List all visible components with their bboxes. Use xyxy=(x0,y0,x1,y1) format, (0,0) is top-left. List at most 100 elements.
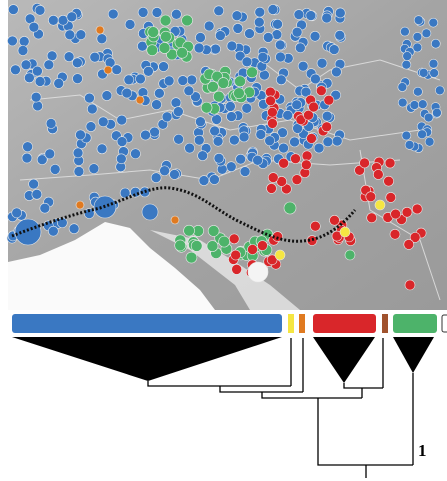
sample-dot xyxy=(276,75,286,85)
clade-bar xyxy=(313,314,376,333)
sample-dot xyxy=(295,43,305,53)
sample-dot xyxy=(265,136,275,146)
sample-dot xyxy=(19,36,29,46)
sample-dot xyxy=(414,16,423,25)
sample-dot xyxy=(322,122,332,132)
sample-dot xyxy=(226,162,236,172)
sample-dot xyxy=(35,5,45,15)
node-label: 1 xyxy=(418,441,427,460)
sample-dot xyxy=(322,111,332,121)
sample-dot xyxy=(229,135,239,145)
sample-dot xyxy=(45,149,55,159)
sample-dot xyxy=(236,154,246,164)
sample-dot xyxy=(32,66,42,76)
sample-dot xyxy=(90,52,100,62)
sample-dot xyxy=(314,143,324,153)
sample-dot xyxy=(402,60,411,69)
sample-dot xyxy=(430,69,439,78)
sample-dot xyxy=(317,58,327,68)
sample-dot xyxy=(76,201,84,209)
sample-dot xyxy=(23,142,33,152)
sample-dot xyxy=(422,29,431,38)
clade-bar xyxy=(442,315,447,332)
sample-dot xyxy=(390,229,400,239)
sample-dot xyxy=(171,216,179,224)
sample-dot xyxy=(410,101,419,110)
sample-dot xyxy=(413,87,422,96)
sample-dot xyxy=(116,154,126,164)
sample-dot xyxy=(219,236,230,247)
sample-dot xyxy=(400,27,409,36)
sample-dot xyxy=(160,15,171,26)
sample-dot xyxy=(233,88,244,99)
sample-dot xyxy=(309,102,319,112)
sample-dot xyxy=(195,117,205,127)
sample-dot xyxy=(429,18,438,27)
sample-dot xyxy=(405,140,414,149)
sample-dot xyxy=(267,118,277,128)
sample-dot xyxy=(169,169,179,179)
sample-dot xyxy=(187,75,197,85)
sample-dot xyxy=(50,164,60,174)
sample-dot xyxy=(159,62,169,72)
sample-dot xyxy=(292,100,302,110)
clade-bar xyxy=(393,314,437,333)
sample-dot xyxy=(330,215,340,225)
sample-dot xyxy=(273,19,283,29)
sample-dot xyxy=(247,67,258,78)
sample-dot xyxy=(429,59,438,68)
sample-dot xyxy=(214,6,224,16)
sample-dot xyxy=(404,239,414,249)
sample-dot xyxy=(186,252,197,263)
sample-dot xyxy=(89,164,99,174)
clade-bar xyxy=(288,314,294,333)
sample-dot xyxy=(229,234,239,244)
sample-dot xyxy=(257,241,267,251)
sample-dot xyxy=(174,134,184,144)
sample-dot xyxy=(284,202,296,214)
sample-dot xyxy=(154,88,164,98)
sample-dot xyxy=(242,103,252,113)
sample-dot xyxy=(232,264,242,274)
sample-dot xyxy=(306,133,316,143)
sample-dot xyxy=(194,135,204,145)
sample-dot xyxy=(290,137,300,147)
sample-dot xyxy=(108,9,118,19)
sample-dot xyxy=(164,76,174,86)
sample-dot xyxy=(258,52,268,62)
sample-dot xyxy=(171,9,181,19)
sample-dot xyxy=(32,189,42,199)
sample-dot xyxy=(233,23,243,33)
sample-dot xyxy=(48,15,58,25)
sample-dot xyxy=(266,96,276,106)
sample-dot xyxy=(152,100,162,110)
sample-dot xyxy=(198,151,208,161)
sample-dot xyxy=(398,83,407,92)
sample-dot xyxy=(218,78,229,89)
sample-dot xyxy=(175,240,186,251)
sample-dot xyxy=(413,32,422,41)
sample-dot xyxy=(227,41,237,51)
sample-dot xyxy=(366,192,376,202)
sample-dot xyxy=(142,204,158,220)
sample-dot xyxy=(226,112,236,122)
sample-dot xyxy=(255,7,265,17)
sample-dot xyxy=(148,27,159,38)
sample-dot xyxy=(384,176,394,186)
sample-dot xyxy=(160,31,171,42)
sample-dot xyxy=(360,158,370,168)
sample-dot xyxy=(275,250,285,260)
sample-dot xyxy=(292,27,302,37)
sample-dot xyxy=(184,225,195,236)
sample-dot xyxy=(98,117,108,127)
sample-dot xyxy=(191,240,202,251)
sample-dot xyxy=(403,52,412,61)
sample-dot xyxy=(182,15,193,26)
sample-dot xyxy=(64,52,74,62)
sample-dot xyxy=(275,40,285,50)
sample-dot xyxy=(112,65,122,75)
sample-dot xyxy=(231,250,241,260)
sample-dot xyxy=(97,34,107,44)
sample-dot xyxy=(177,47,188,58)
sample-dot xyxy=(259,70,269,80)
